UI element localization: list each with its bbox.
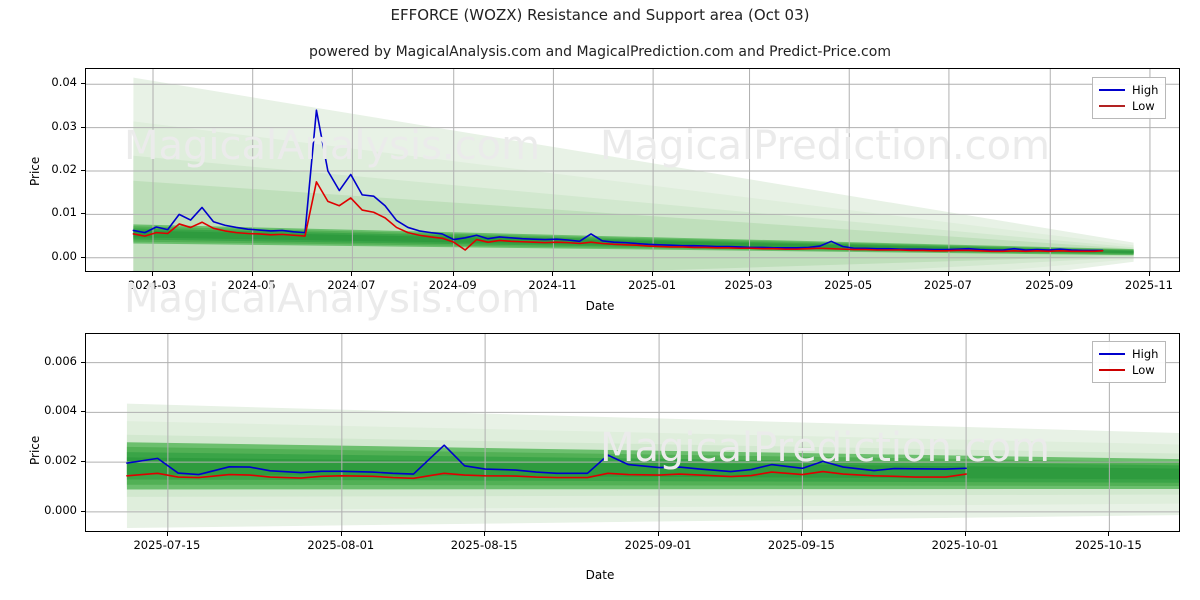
top-chart-plot-area [85,68,1180,272]
series-line-high [132,109,1104,252]
x-tick-label: 2025-10-15 [1074,538,1142,552]
y-tick-label: 0.002 [44,453,77,468]
legend-item-low: Low [1099,98,1158,114]
x-tick-mark [1108,532,1110,536]
x-tick-mark [748,272,750,276]
y-tick-mark [81,510,85,512]
legend-line-high [1099,353,1125,355]
bottom-chart-xlabel: Date [585,568,615,582]
top-chart-canvas [86,69,1179,271]
y-tick-mark [81,213,85,215]
top-chart-panel: Price 0.00 0.01 0.02 0.03 0.04 2024-03 2024-05… [28,68,1180,313]
x-tick-label: 2025-08-01 [307,538,375,552]
x-tick-mark [452,272,454,276]
gridlines [86,69,1179,271]
x-tick-mark [484,532,486,536]
y-tick-mark [81,83,85,85]
support-resistance-bands [126,403,1179,529]
top-chart-xlabel: Date [585,299,615,313]
legend-item-high: High [1099,346,1158,362]
gridlines [86,334,1179,531]
x-tick-label: 2025-08-15 [450,538,518,552]
bottom-chart-canvas [86,334,1179,531]
x-tick-mark [652,272,654,276]
x-tick-label: 2025-09 [1025,278,1074,292]
y-tick-mark [81,126,85,128]
y-tick-label: 0.01 [51,205,77,220]
series-line-high [126,444,967,476]
legend-line-high [1099,89,1125,91]
x-tick-mark [251,272,253,276]
band-core-3 [133,230,1134,254]
top-chart-legend[interactable]: High Low [1092,77,1167,119]
bottom-chart-plot-area [85,333,1180,532]
x-tick-label: 2024-09 [428,278,477,292]
legend-item-high: High [1099,82,1158,98]
legend-line-low [1099,105,1125,107]
page-subtitle: powered by MagicalAnalysis.com and Magic… [309,44,891,60]
x-tick-label: 2024-11 [528,278,577,292]
x-tick-label: 2025-01 [628,278,677,292]
y-tick-label: 0.00 [51,248,77,263]
y-tick-mark [81,256,85,258]
y-tick-label: 0.000 [44,502,77,517]
y-tick-label: 0.006 [44,353,77,368]
x-tick-mark [1148,272,1150,276]
y-tick-label: 0.04 [51,75,77,90]
legend-item-low: Low [1099,362,1158,378]
x-tick-label: 2025-05 [824,278,873,292]
x-tick-mark [848,272,850,276]
x-tick-mark [1049,272,1051,276]
x-tick-label: 2025-03 [724,278,773,292]
x-tick-mark [552,272,554,276]
x-tick-mark [152,272,153,276]
y-tick-mark [81,170,85,171]
y-tick-label: 0.03 [51,118,77,133]
x-tick-label: 2024-03 [127,278,177,292]
x-tick-mark [965,532,967,536]
x-tick-mark [166,532,168,536]
page-title: EFFORCE (WOZX) Resistance and Support ar… [390,6,810,24]
y-tick-mark [81,411,85,413]
x-tick-label: 2025-09-01 [624,538,692,552]
y-tick-mark [81,361,85,363]
legend-label-low: Low [1132,98,1155,113]
y-tick-label: 0.02 [51,162,77,176]
x-tick-label: 2025-09-15 [767,538,835,552]
legend-label-low: Low [1132,362,1155,377]
legend-label-high: High [1132,346,1159,361]
x-tick-mark [340,532,342,536]
x-tick-label: 2025-10-01 [931,538,999,552]
x-tick-label: 2024-07 [327,278,376,292]
bottom-chart-legend[interactable]: High Low [1092,341,1167,383]
series-line-low [132,181,1104,253]
x-tick-mark [801,532,803,536]
legend-line-low [1099,369,1125,371]
y-tick-label: 0.004 [44,403,77,418]
x-tick-mark [351,272,353,276]
legend-label-high: High [1132,82,1159,97]
y-tick-mark [81,461,85,463]
x-tick-mark [658,532,660,536]
x-tick-label: 2024-05 [227,278,276,292]
x-tick-mark [947,272,949,276]
x-tick-label: 2025-11 [1124,278,1173,292]
x-tick-label: 2025-07-15 [133,538,201,552]
bottom-chart-panel: Price 0.000 0.002 0.004 0.006 2025-07-15 2025… [0,310,1200,600]
series-line-low [126,470,967,480]
x-tick-label: 2025-07 [923,278,972,292]
